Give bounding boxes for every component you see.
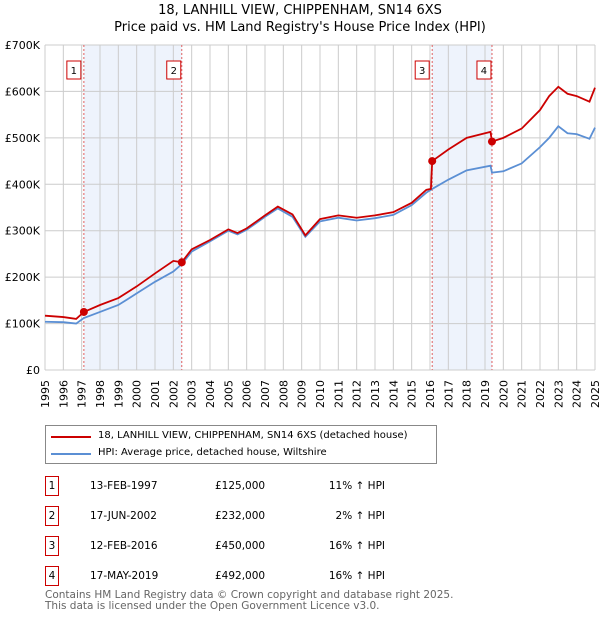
x-tick-label: 2009 bbox=[296, 380, 309, 408]
sale-number-box bbox=[414, 60, 430, 80]
x-tick-label: 2008 bbox=[277, 380, 290, 408]
sale-date: 13-FEB-1997 bbox=[90, 480, 158, 492]
y-tick-label: £100K bbox=[5, 318, 41, 331]
sale-row: 1 13-FEB-1997 £125,000 11% ↑ HPI bbox=[45, 476, 385, 496]
sale-number: 1 bbox=[45, 476, 59, 496]
chart-subtitle: Price paid vs. HM Land Registry's House … bbox=[114, 20, 486, 35]
x-tick-label: 2020 bbox=[497, 380, 510, 408]
y-tick-label: £300K bbox=[5, 225, 41, 238]
x-tick-label: 2024 bbox=[571, 380, 584, 408]
sale-point bbox=[487, 137, 496, 146]
sale-price: £492,000 bbox=[215, 570, 266, 582]
legend-label-property: 18, LANHILL VIEW, CHIPPENHAM, SN14 6XS (… bbox=[98, 430, 408, 441]
sale-hpi-diff: 16% ↑ HPI bbox=[328, 570, 385, 582]
footer-line1: Contains HM Land Registry data © Crown c… bbox=[45, 589, 454, 601]
x-tick-label: 1996 bbox=[57, 380, 70, 408]
x-tick-label: 1995 bbox=[39, 380, 52, 408]
sale-number: 2 bbox=[45, 506, 59, 526]
sale-point bbox=[428, 157, 437, 166]
sale-number-box bbox=[476, 60, 492, 80]
legend-swatch-hpi bbox=[51, 453, 91, 455]
y-tick-label: £400K bbox=[5, 178, 41, 191]
sale-row: 3 12-FEB-2016 £450,000 16% ↑ HPI bbox=[45, 536, 385, 556]
x-tick-label: 2023 bbox=[552, 380, 565, 408]
x-tick-label: 1997 bbox=[76, 380, 89, 408]
x-tick-label: 2013 bbox=[369, 380, 382, 408]
y-tick-label: £500K bbox=[5, 132, 41, 145]
x-tick-label: 2011 bbox=[332, 380, 345, 408]
x-tick-label: 2014 bbox=[387, 380, 400, 408]
sale-number: 3 bbox=[45, 536, 59, 556]
sale-number-box bbox=[166, 60, 182, 80]
y-tick-label: £700K bbox=[5, 39, 41, 52]
x-tick-label: 2019 bbox=[479, 380, 492, 408]
x-tick-label: 2007 bbox=[259, 380, 272, 408]
x-tick-label: 2025 bbox=[589, 380, 600, 408]
y-tick-label: £200K bbox=[5, 271, 41, 284]
shaded-period bbox=[83, 45, 182, 370]
sale-row: 2 17-JUN-2002 £232,000 2% ↑ HPI bbox=[45, 506, 385, 526]
hpi-line bbox=[44, 124, 596, 325]
sale-hpi-diff: 16% ↑ HPI bbox=[328, 540, 385, 552]
sale-date: 17-JUN-2002 bbox=[90, 510, 157, 522]
x-tick-label: 2005 bbox=[222, 380, 235, 408]
x-tick-label: 1998 bbox=[94, 380, 107, 408]
sale-price: £450,000 bbox=[215, 540, 266, 552]
sale-point bbox=[177, 258, 186, 267]
sale-point bbox=[79, 307, 88, 316]
legend-label-hpi: HPI: Average price, detached house, Wilt… bbox=[98, 447, 327, 458]
chart-title: 18, LANHILL VIEW, CHIPPENHAM, SN14 6XS bbox=[158, 3, 442, 18]
x-tick-label: 2006 bbox=[241, 380, 254, 408]
plot-area: 1995 1996 1997 1998 1999 2000 2001 2002 2003 2004… bbox=[5, 39, 600, 408]
sale-number: 4 bbox=[45, 566, 59, 586]
y-tick-label: £0 bbox=[26, 364, 40, 377]
y-tick-label: £600K bbox=[5, 85, 41, 98]
sale-number-label: 4 bbox=[481, 66, 487, 77]
property-price-line bbox=[44, 85, 596, 320]
x-tick-label: 2016 bbox=[424, 380, 437, 408]
sale-number-label: 3 bbox=[419, 66, 425, 77]
legend: 18, LANHILL VIEW, CHIPPENHAM, SN14 6XS (… bbox=[45, 425, 437, 464]
x-tick-label: 2000 bbox=[131, 380, 144, 408]
sale-number-box bbox=[66, 60, 82, 80]
x-tick-label: 2002 bbox=[167, 380, 180, 408]
sale-price: £232,000 bbox=[215, 510, 266, 522]
x-tick-label: 2022 bbox=[534, 380, 547, 408]
x-tick-label: 1999 bbox=[112, 380, 125, 408]
x-tick-label: 2003 bbox=[186, 380, 199, 408]
footer-line2: This data is licensed under the Open Gov… bbox=[45, 600, 380, 612]
x-tick-label: 2004 bbox=[204, 380, 217, 408]
sale-row: 4 17-MAY-2019 £492,000 16% ↑ HPI bbox=[45, 566, 385, 586]
sale-price: £125,000 bbox=[215, 480, 266, 492]
x-tick-label: 2015 bbox=[406, 380, 419, 408]
x-tick-label: 2010 bbox=[314, 380, 327, 408]
sale-hpi-diff: 11% ↑ HPI bbox=[328, 480, 385, 492]
legend-swatch-property bbox=[51, 436, 91, 438]
x-tick-label: 2018 bbox=[461, 380, 474, 408]
sale-number-label: 2 bbox=[171, 66, 177, 77]
x-tick-label: 2021 bbox=[516, 380, 529, 408]
sale-date: 17-MAY-2019 bbox=[90, 570, 159, 582]
x-tick-label: 2017 bbox=[442, 380, 455, 408]
shaded-period bbox=[432, 45, 492, 370]
x-tick-label: 2012 bbox=[351, 380, 364, 408]
footer: Contains HM Land Registry data © Crown c… bbox=[45, 590, 453, 612]
sale-hpi-diff: 2% ↑ HPI bbox=[335, 510, 385, 522]
sale-date: 12-FEB-2016 bbox=[90, 540, 158, 552]
sale-number-label: 1 bbox=[71, 66, 77, 77]
x-tick-label: 2001 bbox=[149, 380, 162, 408]
